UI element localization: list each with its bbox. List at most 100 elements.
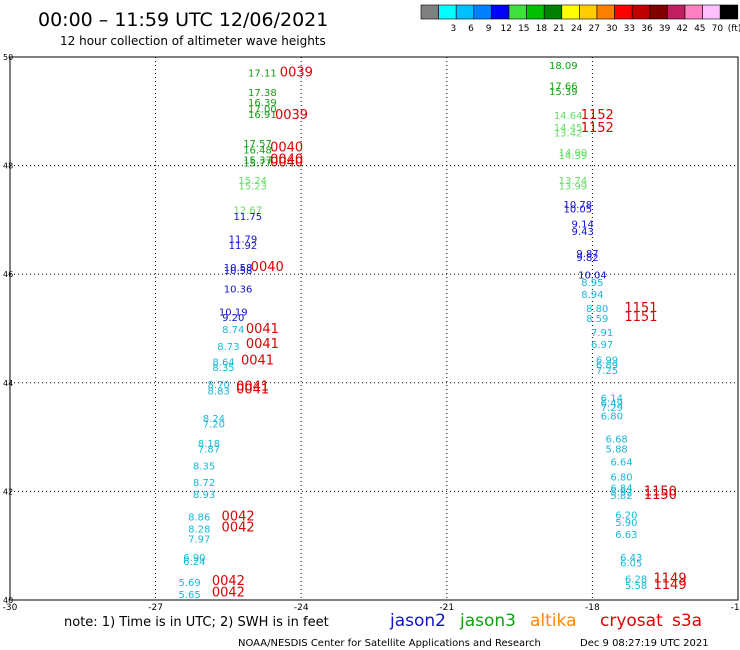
swh-label: 7.20 (203, 419, 225, 430)
chart-title: 00:00 – 11:59 UTC 12/06/2021 (38, 9, 328, 31)
y-tick-label: 50 (3, 53, 13, 62)
swh-label: 5.92 (610, 488, 632, 499)
time-label: 0041 (246, 322, 279, 337)
swh-label: 6.20 (615, 511, 637, 522)
swh-label: 10.58 (224, 266, 253, 277)
y-tick-label: 44 (3, 379, 13, 388)
swh-label: 5.90 (615, 518, 637, 529)
swh-label: 6.99 (596, 355, 618, 366)
time-label: 1151 (624, 301, 657, 316)
legend-label: 9 (486, 24, 492, 34)
x-tick-label: -30 (3, 603, 18, 613)
swh-label: 11.79 (229, 235, 258, 246)
legend-label: 3 (451, 24, 457, 34)
time-label: 0042 (212, 586, 245, 601)
legend-label: 30 (606, 24, 618, 34)
swh-label: 8.86 (188, 513, 210, 524)
legend-label: 15 (518, 24, 529, 34)
swh-label: 6.80 (601, 412, 623, 423)
time-label: 0042 (222, 521, 255, 536)
swh-label: 10.36 (224, 285, 253, 296)
swh-label: 10.05 (564, 204, 593, 215)
x-tick-label: -24 (294, 603, 309, 613)
satellite-name: cryosat (600, 611, 663, 631)
axis-ticks: -30 -27 -24 -21 -18 -15 40 42 44 46 48 50 (3, 53, 740, 613)
swh-label: 10.04 (578, 271, 607, 282)
swh-label: 6.89 (596, 361, 618, 372)
time-label: 0041 (236, 379, 269, 394)
swh-label: 16.48 (243, 146, 272, 157)
legend-swatch (561, 4, 580, 20)
swh-label: 13.74 (559, 176, 588, 187)
time-label: 1152 (581, 108, 614, 123)
swh-label: 8.64 (212, 357, 234, 368)
swh-label: 6.49 (601, 399, 623, 410)
legend-swatch (473, 4, 492, 20)
swh-label: 5.88 (606, 444, 628, 455)
swh-label: 15.37 (243, 155, 272, 166)
swh-label: 5.82 (610, 491, 632, 502)
legend-unit: (ft) (728, 24, 740, 34)
time-label: 0040 (270, 152, 303, 167)
swh-label: 17.57 (243, 139, 272, 150)
legend-swatch (684, 4, 703, 20)
swh-label: 7.29 (601, 403, 623, 414)
time-label: 1149 (654, 572, 687, 587)
swh-label: 6.68 (606, 435, 628, 446)
swh-label: 8.59 (586, 314, 608, 325)
swh-label: 6.43 (620, 553, 642, 564)
legend-label: 27 (588, 24, 599, 34)
swh-label: 17.00 (248, 104, 277, 115)
legend-label: 12 (500, 24, 511, 34)
time-label: 0041 (246, 337, 279, 352)
y-tick-label: 46 (3, 270, 13, 279)
legend-swatch (702, 4, 721, 20)
swh-label: 6.05 (620, 558, 642, 569)
legend-label: 21 (553, 24, 564, 34)
time-label: 0039 (280, 66, 313, 81)
swh-label: 8.74 (222, 325, 244, 336)
swh-label: 12.67 (233, 205, 262, 216)
swh-label: 7.25 (596, 366, 618, 377)
time-label: 1152 (581, 121, 614, 136)
swh-label: 6.14 (601, 393, 623, 404)
swh-label: 6.28 (625, 575, 647, 586)
x-tick-label: -15 (731, 603, 740, 613)
legend-label: 39 (659, 24, 671, 34)
swh-label: 8.70 (208, 380, 230, 391)
swh-label: 14.64 (554, 111, 583, 122)
swh-label: 14.00 (559, 148, 588, 159)
swh-label: 9.82 (576, 253, 598, 264)
legend-label: 18 (536, 24, 548, 34)
time-label: 0040 (251, 260, 284, 275)
swh-label: 9.43 (572, 227, 594, 238)
satellite-name: s3a (672, 611, 702, 631)
swh-label: 6.24 (183, 557, 205, 568)
swh-label: 7.87 (198, 444, 220, 455)
footer-note: note: 1) Time is in UTC; 2) SWH is in fe… (64, 615, 329, 630)
swh-label: 14.45 (554, 123, 583, 134)
swh-label: 5.65 (178, 590, 200, 601)
swh-label: 8.93 (193, 490, 215, 501)
legend-swatch (420, 4, 439, 20)
swh-label: 13.42 (554, 128, 583, 139)
time-label: 0041 (241, 353, 274, 368)
satellite-name: jason2 (389, 611, 446, 631)
time-label: 0042 (222, 510, 255, 525)
y-tick-label: 42 (3, 487, 13, 496)
legend-swatch (631, 4, 651, 20)
satellite-name: jason3 (459, 611, 516, 631)
swh-label: 10.78 (564, 200, 593, 211)
legend-swatch (579, 4, 598, 20)
legend-label: 70 (712, 24, 724, 34)
swh-label: 5.58 (625, 581, 647, 592)
x-tick-label: -18 (585, 603, 600, 613)
legend-swatch (719, 4, 739, 20)
swh-label: 6.64 (610, 457, 632, 468)
swh-label: 7.97 (188, 534, 210, 545)
swh-label: 13.99 (559, 181, 588, 192)
footer-credit: NOAA/NESDIS Center for Satellite Applica… (238, 638, 541, 649)
swh-label: 8.95 (581, 278, 603, 289)
